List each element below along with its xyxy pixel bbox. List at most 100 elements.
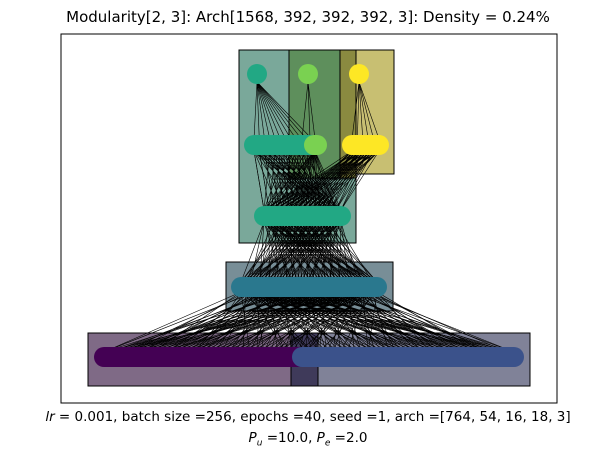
edge: [254, 221, 306, 283]
edge: [254, 291, 265, 353]
edge: [270, 291, 289, 353]
edge: [249, 291, 279, 353]
edge: [273, 221, 279, 283]
edge: [173, 291, 251, 353]
figure-title: Modularity[2, 3]: Arch[1568, 392, 392, 3…: [66, 8, 550, 26]
edge: [250, 221, 290, 283]
edge: [259, 150, 331, 211]
edge: [334, 291, 341, 353]
edge: [301, 81, 309, 140]
edge: [287, 291, 431, 353]
edge: [228, 291, 270, 353]
edge: [273, 291, 320, 353]
edge: [256, 81, 265, 140]
edge: [305, 291, 312, 353]
edge: [245, 221, 275, 283]
edge: [259, 291, 306, 353]
edge: [256, 81, 286, 140]
edge: [259, 221, 265, 283]
edge: [314, 150, 342, 211]
edge: [320, 221, 359, 283]
pu-value: =10.0,: [262, 430, 317, 446]
edge: [289, 221, 359, 283]
edge: [201, 291, 242, 353]
edge: [320, 150, 353, 211]
pe-value: =2.0: [330, 430, 368, 446]
edge: [263, 221, 317, 283]
edge: [214, 291, 256, 353]
edge: [278, 291, 410, 353]
edge: [254, 291, 424, 353]
edge: [259, 221, 270, 283]
edge: [311, 291, 515, 353]
edge: [194, 291, 260, 353]
edge: [362, 291, 515, 353]
edge: [340, 150, 369, 211]
edge: [228, 291, 284, 353]
edge: [256, 81, 302, 140]
edge: [274, 150, 331, 211]
edge: [330, 150, 364, 211]
edge: [278, 291, 299, 353]
edge: [268, 150, 316, 211]
edge: [110, 291, 274, 353]
caption-line-1: lr = 0.001, batch size =256, epochs =40,…: [0, 409, 616, 425]
edge: [346, 291, 368, 353]
edge: [253, 150, 296, 211]
edge: [240, 291, 459, 353]
lr-symbol: lr: [45, 409, 55, 425]
edge: [256, 81, 307, 140]
edge: [357, 81, 360, 140]
edge: [269, 291, 438, 353]
edge: [320, 221, 378, 283]
caption-line-2: Pu =10.0, Pe =2.0: [0, 430, 616, 449]
edge: [259, 291, 466, 353]
edge: [285, 150, 342, 211]
edge: [358, 81, 380, 140]
output-neuron-0: [247, 64, 267, 84]
edge: [309, 221, 373, 283]
pu-symbol: P: [248, 430, 257, 446]
edge: [268, 221, 368, 283]
edge: [240, 291, 410, 353]
edge: [294, 221, 368, 283]
edge: [320, 221, 368, 283]
edge: [263, 291, 307, 353]
edge: [339, 221, 342, 283]
edge: [254, 291, 376, 353]
edge: [299, 221, 303, 283]
edge: [307, 81, 316, 140]
edge: [304, 221, 364, 283]
edge: [194, 291, 246, 353]
edge: [269, 150, 342, 211]
edge: [240, 291, 313, 353]
edge: [358, 81, 374, 140]
edge: [253, 81, 258, 140]
edge: [289, 150, 353, 211]
edge: [131, 291, 284, 353]
edge: [253, 150, 342, 211]
edge: [312, 291, 345, 353]
edge: [245, 291, 452, 353]
edge: [294, 221, 378, 283]
edge: [311, 291, 466, 353]
edge: [264, 291, 396, 353]
pu-subscript: u: [256, 438, 263, 449]
edge: [263, 221, 284, 283]
edge: [325, 221, 336, 283]
edge: [240, 221, 265, 283]
edge: [299, 221, 378, 283]
edge: [221, 291, 251, 353]
edge: [330, 291, 508, 353]
edge: [314, 150, 332, 211]
edge: [301, 291, 334, 353]
edge: [351, 81, 360, 140]
edge: [314, 150, 337, 211]
edge: [335, 150, 369, 211]
edge: [315, 291, 508, 353]
edge: [256, 81, 271, 140]
edge: [256, 81, 292, 140]
edge: [325, 150, 358, 211]
edge: [301, 291, 494, 353]
edge: [256, 291, 275, 353]
